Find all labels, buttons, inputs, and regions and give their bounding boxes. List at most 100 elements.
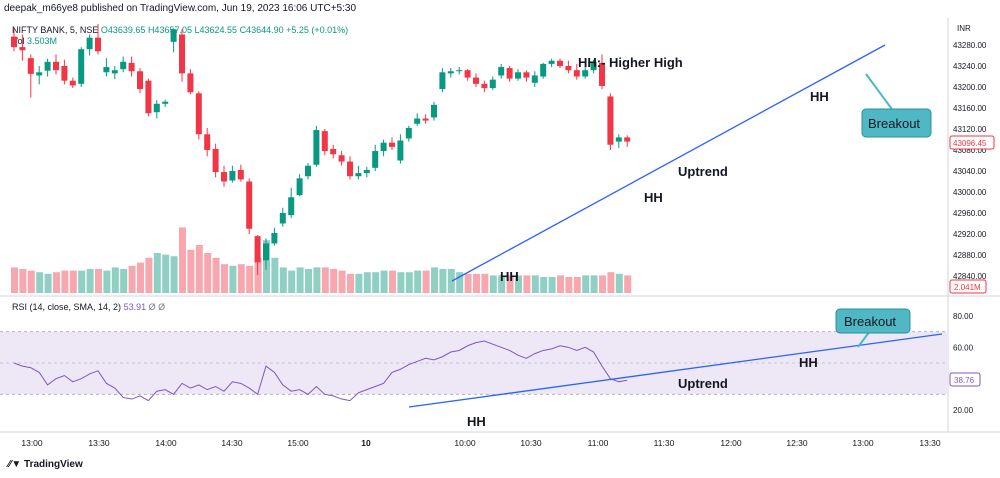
price-tick-label: 43280.00 (953, 41, 987, 50)
volume-bar (288, 270, 296, 293)
price-trendline[interactable] (451, 44, 886, 282)
candle-body (195, 93, 202, 135)
price-tick-label: 42880.00 (953, 251, 987, 260)
price-tick-label: 43240.00 (953, 62, 987, 71)
volume-bar (246, 265, 254, 293)
price-tick-label: 43000.00 (953, 188, 987, 197)
volume-bar (506, 275, 514, 293)
hh-label-rsi-low: HH (467, 414, 486, 429)
volume-bar (363, 272, 371, 293)
volume-label[interactable]: Vol (12, 36, 25, 46)
rsi-tick-label: 80.00 (953, 312, 974, 321)
price-tick-label: 43040.00 (953, 167, 987, 176)
time-tick-label: 10:00 (454, 438, 476, 448)
candle-body (582, 70, 589, 77)
volume-bar (27, 270, 35, 293)
current-rsi-tag: 38.76 (949, 372, 981, 387)
candle-body (557, 60, 563, 66)
volume-bar (53, 272, 60, 293)
hh-definition-label: HH:- Higher High (578, 55, 683, 70)
tradingview-logo-icon: ⁄⁄▼ (8, 459, 25, 470)
rsi-value: 53.91 (123, 302, 147, 312)
candle-body (473, 77, 479, 84)
rsi-trendline[interactable] (408, 333, 943, 408)
hh-label-rsi-high: HH (799, 355, 818, 370)
candle-body (254, 236, 261, 263)
price-tick-label: 43160.00 (953, 104, 987, 113)
candle-body (456, 70, 463, 72)
volume-bar (380, 270, 388, 293)
candle-body (137, 71, 143, 90)
candle-body (103, 67, 110, 73)
time-tick-label: 11:30 (654, 438, 675, 448)
candle-body (330, 148, 337, 155)
volume-bar (338, 270, 346, 293)
candle-body (78, 49, 85, 84)
volume-bar (36, 272, 44, 293)
volume-bar (582, 275, 590, 293)
volume-bar (153, 253, 161, 293)
currency-label: INR (957, 24, 971, 33)
candle-body (565, 66, 572, 71)
candle-body (204, 134, 211, 150)
current-rsi-value: 38.76 (954, 376, 975, 385)
volume-bar (624, 275, 632, 293)
volume-bar (204, 253, 212, 293)
volume-bar (481, 273, 489, 293)
volume-bar (44, 273, 52, 293)
publisher-header: deepak_m66ye8 published on TradingView.c… (4, 3, 357, 14)
candle-body (481, 83, 488, 89)
volume-bar (422, 270, 430, 293)
volume-bar (515, 275, 522, 293)
volume-bar (355, 273, 363, 293)
breakout-label-main: Breakout (868, 116, 920, 131)
volume-bar (137, 262, 144, 293)
candle-body (187, 73, 194, 93)
volume-bar (531, 275, 539, 293)
time-tick-label: 13:00 (852, 438, 874, 448)
candle-body (498, 67, 505, 76)
volume-bar (573, 277, 581, 293)
candle-body (439, 72, 446, 90)
volume-bar (615, 273, 623, 293)
candle-body (36, 72, 43, 76)
candle-body (347, 161, 353, 177)
volume-bar (103, 270, 111, 293)
volume-bar (221, 264, 228, 293)
volume-bar (313, 267, 321, 293)
candle-body (246, 181, 253, 229)
current-volume-value: 2.041M (954, 283, 981, 292)
uptrend-label-rsi: Uptrend (678, 376, 728, 391)
candle-body (431, 104, 437, 118)
volume-bar (321, 267, 329, 293)
candle-body (338, 155, 345, 162)
candle-body (321, 131, 328, 152)
volume-bar (397, 272, 405, 293)
rsi-band-group (0, 331, 948, 395)
volume-bar (95, 269, 102, 293)
volume-bar (128, 265, 136, 293)
volume-bar (473, 273, 480, 293)
breakout-callout-rsi: Breakout (835, 308, 911, 334)
candles (11, 24, 631, 275)
ohlc-change: +5.25 (+0.01%) (286, 25, 349, 35)
rsi-tick-label: 60.00 (953, 343, 974, 352)
volume-bar (389, 270, 396, 293)
volume-bar (212, 257, 220, 293)
time-tick-label: 14:30 (221, 438, 243, 448)
volume-legend: Vol 3.503M (12, 36, 57, 46)
rsi-legend: RSI (14, close, SMA, 14, 2) 53.91 Ø Ø (12, 302, 165, 312)
candle-body (355, 173, 362, 177)
volume-bar (305, 269, 312, 293)
symbol-name[interactable]: NIFTY BANK, 5, NSE (12, 25, 99, 35)
candle-body (95, 37, 101, 52)
candle-body (615, 137, 622, 142)
candle-body (145, 80, 152, 114)
uptrend-label-main: Uptrend (678, 164, 728, 179)
tradingview-logo[interactable]: ⁄⁄▼ TradingView (8, 459, 83, 470)
rsi-label[interactable]: RSI (14, close, SMA, 14, 2) (12, 302, 122, 312)
candle-body (397, 140, 404, 161)
candle-body (279, 213, 286, 224)
candle-body (212, 148, 219, 173)
